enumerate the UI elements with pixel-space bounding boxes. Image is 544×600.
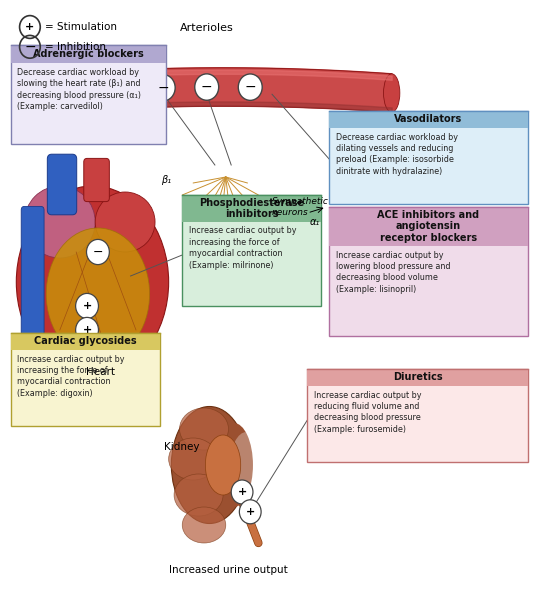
Text: Increase cardiac output by
increasing the force of
myocardial contraction
(Examp: Increase cardiac output by increasing th… xyxy=(17,355,125,398)
FancyBboxPatch shape xyxy=(182,195,321,221)
Ellipse shape xyxy=(215,423,253,507)
Text: Arterioles: Arterioles xyxy=(180,23,233,33)
Text: Decrease cardiac workload by
dilating vessels and reducing
preload (Example: iso: Decrease cardiac workload by dilating ve… xyxy=(336,133,458,176)
Text: −: − xyxy=(92,245,103,259)
Text: +: + xyxy=(82,301,92,311)
Ellipse shape xyxy=(169,438,218,480)
Ellipse shape xyxy=(180,408,228,450)
FancyBboxPatch shape xyxy=(47,154,77,215)
Text: β₁: β₁ xyxy=(161,175,171,185)
Circle shape xyxy=(76,293,98,319)
FancyBboxPatch shape xyxy=(307,369,528,462)
Text: −: − xyxy=(201,80,213,94)
Circle shape xyxy=(238,74,262,100)
FancyBboxPatch shape xyxy=(21,206,44,346)
FancyBboxPatch shape xyxy=(11,45,166,144)
Ellipse shape xyxy=(182,507,226,543)
Ellipse shape xyxy=(206,435,241,495)
Text: Increase cardiac output by
reducing fluid volume and
decreasing blood pressure
(: Increase cardiac output by reducing flui… xyxy=(314,391,422,434)
Ellipse shape xyxy=(46,228,150,360)
Text: Cardiac glycosides: Cardiac glycosides xyxy=(34,337,137,346)
Text: Kidney: Kidney xyxy=(164,442,200,452)
Text: = Stimulation: = Stimulation xyxy=(45,22,116,32)
Text: −: − xyxy=(157,81,169,95)
FancyBboxPatch shape xyxy=(182,195,321,306)
Ellipse shape xyxy=(384,74,400,112)
Ellipse shape xyxy=(230,432,263,498)
Text: Phosphodiesterase
inhibitors: Phosphodiesterase inhibitors xyxy=(199,197,304,219)
Text: +: + xyxy=(25,22,35,32)
Circle shape xyxy=(76,317,98,343)
FancyBboxPatch shape xyxy=(329,207,528,246)
Text: +: + xyxy=(237,487,247,497)
Ellipse shape xyxy=(24,186,95,258)
Text: Increased urine output: Increased urine output xyxy=(169,565,288,575)
Text: Diuretics: Diuretics xyxy=(393,373,442,382)
Ellipse shape xyxy=(174,474,223,516)
Text: = Inhibition: = Inhibition xyxy=(45,42,106,52)
Text: Increase cardiac output by
lowering blood pressure and
decreasing blood volume
(: Increase cardiac output by lowering bloo… xyxy=(336,251,450,294)
FancyBboxPatch shape xyxy=(329,207,528,336)
FancyBboxPatch shape xyxy=(11,333,160,350)
Circle shape xyxy=(239,500,261,524)
Polygon shape xyxy=(54,68,392,112)
FancyBboxPatch shape xyxy=(11,45,166,63)
FancyBboxPatch shape xyxy=(11,333,160,426)
Text: Increase cardiac output by
increasing the force of
myocardial contraction
(Examp: Increase cardiac output by increasing th… xyxy=(189,226,296,270)
Text: Heart: Heart xyxy=(86,367,115,377)
Circle shape xyxy=(195,74,219,100)
Text: ACE inhibitors and
angiotensin
receptor blockers: ACE inhibitors and angiotensin receptor … xyxy=(378,210,479,243)
Ellipse shape xyxy=(48,74,61,112)
FancyBboxPatch shape xyxy=(329,111,528,204)
Ellipse shape xyxy=(171,407,248,523)
Text: −: − xyxy=(24,40,36,54)
FancyBboxPatch shape xyxy=(307,369,528,386)
Text: Adrenergic blockers: Adrenergic blockers xyxy=(33,49,144,59)
FancyBboxPatch shape xyxy=(329,111,528,128)
Text: −: − xyxy=(244,80,256,94)
Circle shape xyxy=(231,480,253,504)
Text: Decrease cardiac workload by
slowing the heart rate (β₁) and
decreasing blood pr: Decrease cardiac workload by slowing the… xyxy=(17,68,141,111)
Ellipse shape xyxy=(95,192,155,252)
Circle shape xyxy=(151,74,175,101)
FancyBboxPatch shape xyxy=(84,158,109,202)
Text: +: + xyxy=(82,325,92,335)
Circle shape xyxy=(86,239,109,265)
Text: Vasodilators: Vasodilators xyxy=(394,115,462,124)
Text: Sympathetic
neurons: Sympathetic neurons xyxy=(272,197,329,217)
Text: α₁: α₁ xyxy=(310,217,320,227)
Text: +: + xyxy=(245,507,255,517)
Ellipse shape xyxy=(16,186,169,378)
